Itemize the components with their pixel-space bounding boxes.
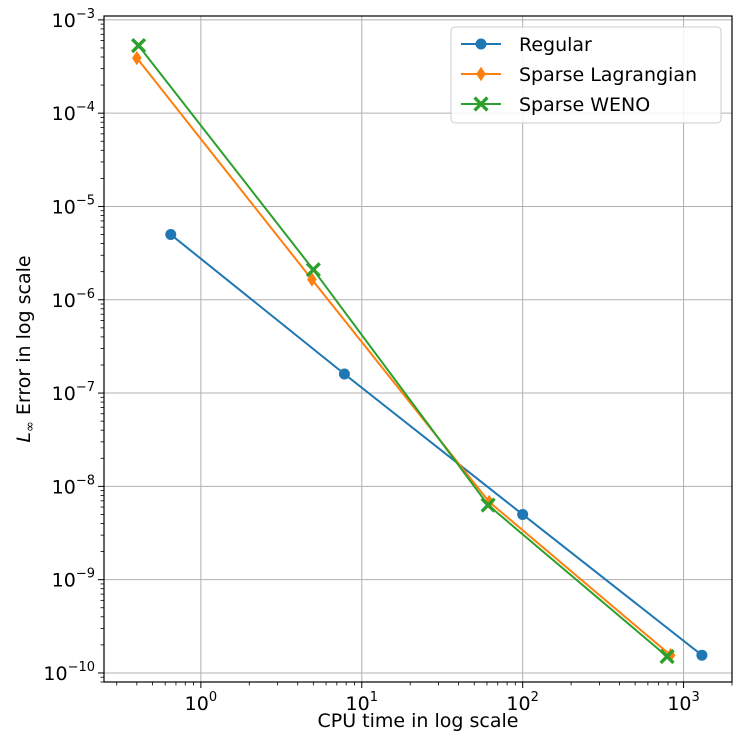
y-tick-label: 10−9: [52, 567, 95, 592]
y-tick-exponent: −7: [76, 380, 95, 395]
data-point: [696, 649, 708, 661]
data-point: [132, 50, 142, 66]
data-point: [338, 368, 350, 380]
y-tick-base: 10: [43, 663, 67, 685]
y-axis-label-main: L: [13, 432, 35, 443]
data-point: [165, 229, 177, 241]
y-tick-exponent: −6: [76, 287, 95, 302]
y-tick-base: 10: [52, 383, 76, 405]
data-point: [659, 648, 675, 665]
grid-lines: [104, 16, 732, 682]
plot-area-frame: [103, 15, 733, 683]
legend-label: Sparse WENO: [519, 94, 650, 116]
y-tick-exponent: −10: [68, 660, 95, 675]
series-line: [136, 57, 672, 656]
legend-label: Sparse Lagrangian: [519, 64, 697, 86]
y-axis-label: L∞ Error in log scale: [13, 255, 38, 442]
series-line: [170, 233, 703, 656]
legend-swatch-marker: [476, 66, 486, 82]
x-tick-base: 10: [667, 693, 691, 715]
series-sparse-weno: [130, 37, 675, 665]
x-tick-exponent: 2: [531, 690, 539, 705]
y-tick-base: 10: [52, 10, 76, 32]
y-tick-label: 10−7: [52, 380, 95, 405]
legend-swatch-marker: [473, 96, 489, 112]
legend-box: [450, 26, 722, 124]
x-tick-label: 103: [667, 690, 699, 715]
y-tick-base: 10: [52, 570, 76, 592]
y-tick-label: 10−10: [43, 660, 95, 685]
data-point: [307, 272, 317, 287]
x-tick-base: 10: [346, 693, 370, 715]
legend: Regular Sparse Lagrangian Sparse WENO: [450, 26, 722, 124]
x-tick-exponent: 3: [692, 690, 700, 705]
axis-ticks: 100 101 102 10310−1010−910−810−710−610−510−…: [43, 7, 733, 715]
y-tick-exponent: −8: [76, 473, 95, 488]
y-tick-base: 10: [52, 476, 76, 498]
y-tick-exponent: −3: [76, 7, 95, 22]
x-tick-exponent: 1: [370, 690, 378, 705]
data-point: [130, 37, 147, 54]
y-tick-base: 10: [52, 290, 76, 312]
series-line: [137, 44, 668, 658]
legend-swatch-marker: [475, 38, 487, 50]
x-tick-label: 101: [346, 690, 378, 715]
y-tick-label: 10−3: [52, 7, 95, 32]
x-tick-label: 100: [185, 690, 217, 715]
x-tick-exponent: 0: [209, 690, 217, 705]
legend-label: Regular: [519, 34, 592, 56]
y-axis-label-subscript: ∞: [23, 421, 38, 432]
y-tick-exponent: −5: [76, 193, 95, 208]
data-point: [480, 497, 496, 513]
y-tick-label: 10−8: [52, 473, 95, 498]
x-tick-base: 10: [185, 693, 209, 715]
y-tick-label: 10−4: [52, 100, 95, 125]
series-layer: [130, 37, 708, 665]
data-point: [305, 262, 321, 278]
y-axis-label-rest: Error in log scale: [13, 255, 35, 421]
legend-item: Sparse Lagrangian: [461, 64, 697, 86]
x-axis-label: CPU time in log scale: [318, 710, 519, 732]
y-tick-exponent: −4: [76, 100, 95, 115]
x-tick-label: 102: [506, 690, 538, 715]
y-tick-label: 10−5: [52, 193, 95, 218]
y-tick-base: 10: [52, 103, 76, 125]
y-tick-label: 10−6: [52, 287, 95, 312]
x-tick-base: 10: [506, 693, 530, 715]
series-regular: [165, 229, 708, 661]
y-tick-exponent: −9: [76, 567, 95, 582]
legend-item: Sparse WENO: [461, 94, 650, 116]
y-tick-base: 10: [52, 196, 76, 218]
data-point: [517, 508, 529, 520]
legend-item: Regular: [461, 34, 592, 56]
